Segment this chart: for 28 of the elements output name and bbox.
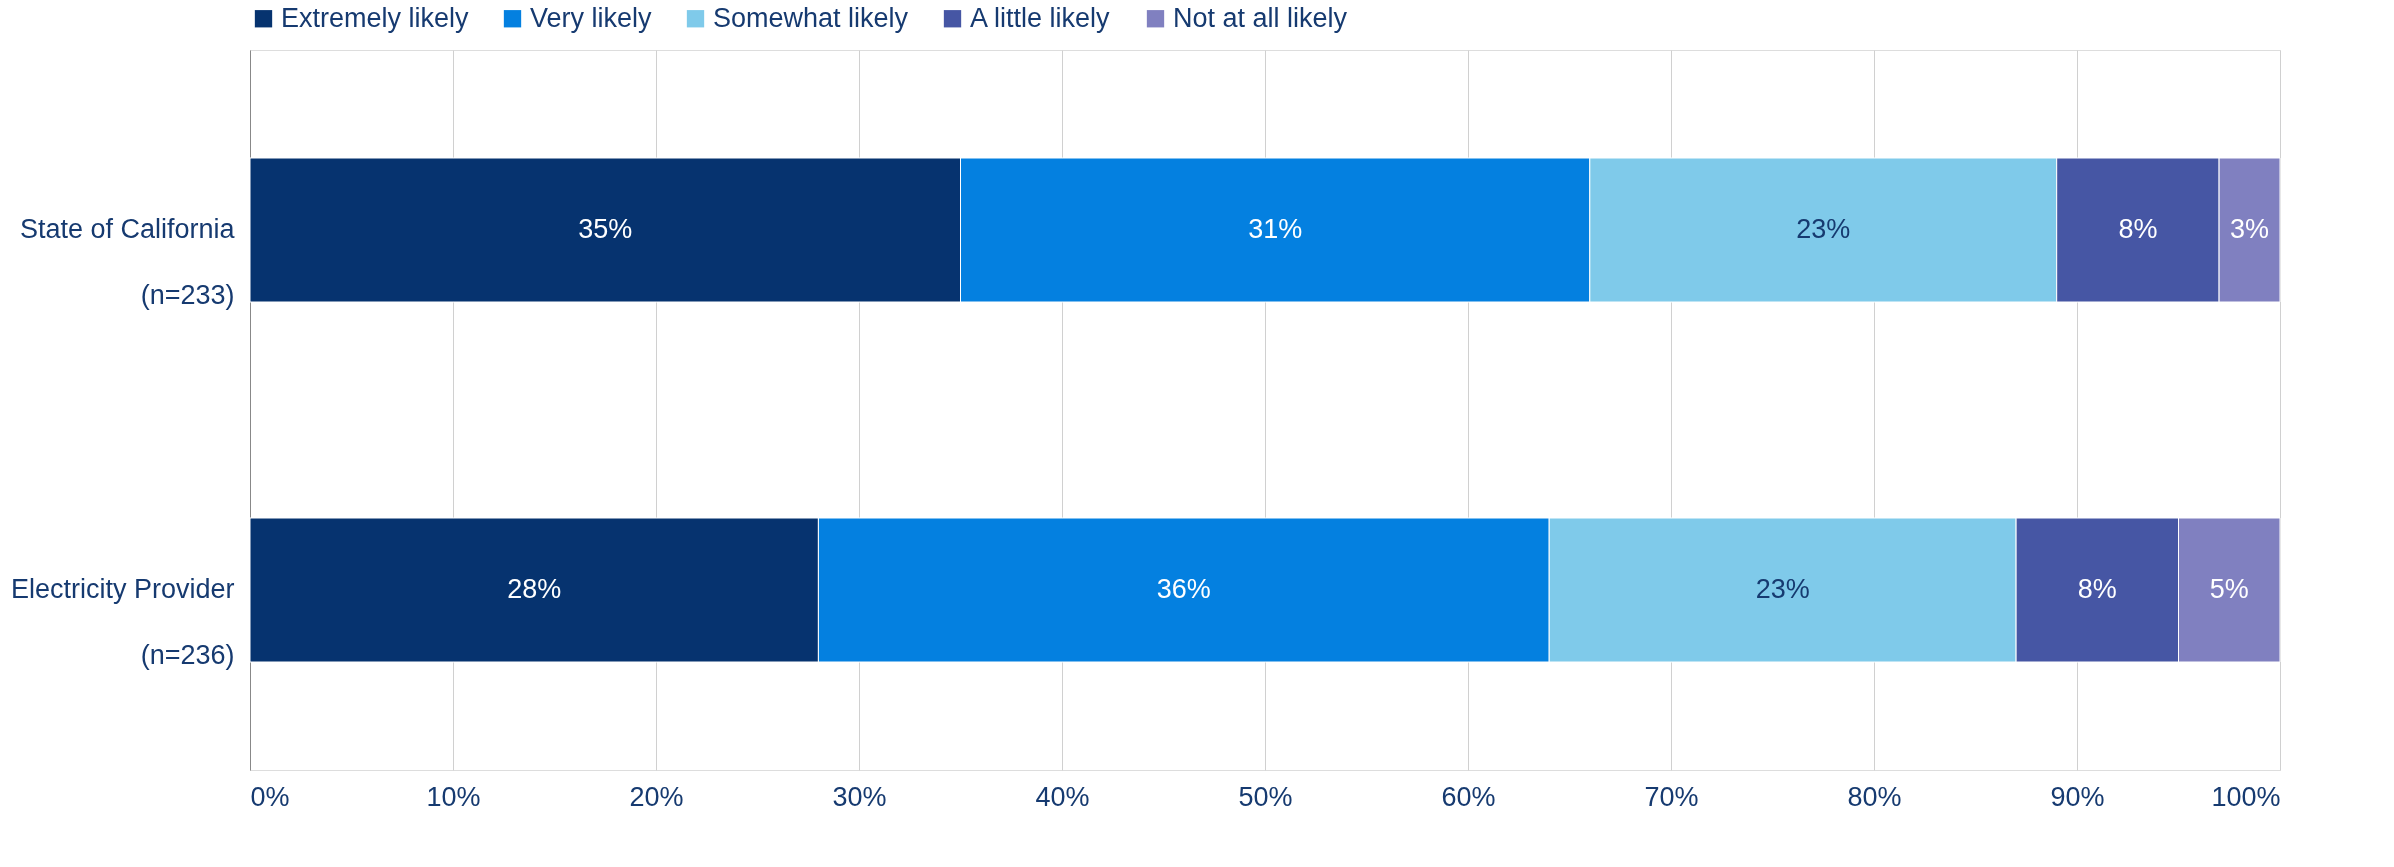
- legend-label: Somewhat likely: [713, 2, 909, 33]
- x-tick-label: 10%: [426, 781, 481, 812]
- data-label: 36%: [1156, 574, 1211, 604]
- data-label: 23%: [1755, 574, 1810, 604]
- legend-label: Very likely: [530, 2, 653, 33]
- data-label: 5%: [2209, 574, 2249, 604]
- x-tick-label: 20%: [629, 781, 684, 812]
- legend-label: Extremely likely: [281, 2, 470, 33]
- data-label: 31%: [1248, 214, 1303, 244]
- x-tick-label: 90%: [2050, 781, 2105, 812]
- x-tick-label: 100%: [2211, 781, 2281, 812]
- x-tick-label: 50%: [1238, 781, 1293, 812]
- data-label: 8%: [2077, 574, 2117, 604]
- category-label: Electricity Provider (n=236): [10, 574, 235, 670]
- data-label: 3%: [2230, 214, 2270, 244]
- x-tick-label: 0%: [250, 781, 290, 812]
- data-label: 28%: [507, 574, 562, 604]
- data-label: 8%: [2118, 214, 2158, 244]
- x-tick-label: 40%: [1035, 781, 1090, 812]
- x-tick-label: 70%: [1644, 781, 1699, 812]
- data-label: 23%: [1796, 214, 1851, 244]
- x-tick-label: 80%: [1847, 781, 1902, 812]
- x-tick-label: 30%: [832, 781, 887, 812]
- legend-label: A little likely: [970, 2, 1111, 33]
- x-tick-label: 60%: [1441, 781, 1496, 812]
- data-label: 35%: [578, 214, 633, 244]
- legend-label: Not at all likely: [1173, 2, 1348, 33]
- category-label: State of California (n=233): [19, 214, 235, 310]
